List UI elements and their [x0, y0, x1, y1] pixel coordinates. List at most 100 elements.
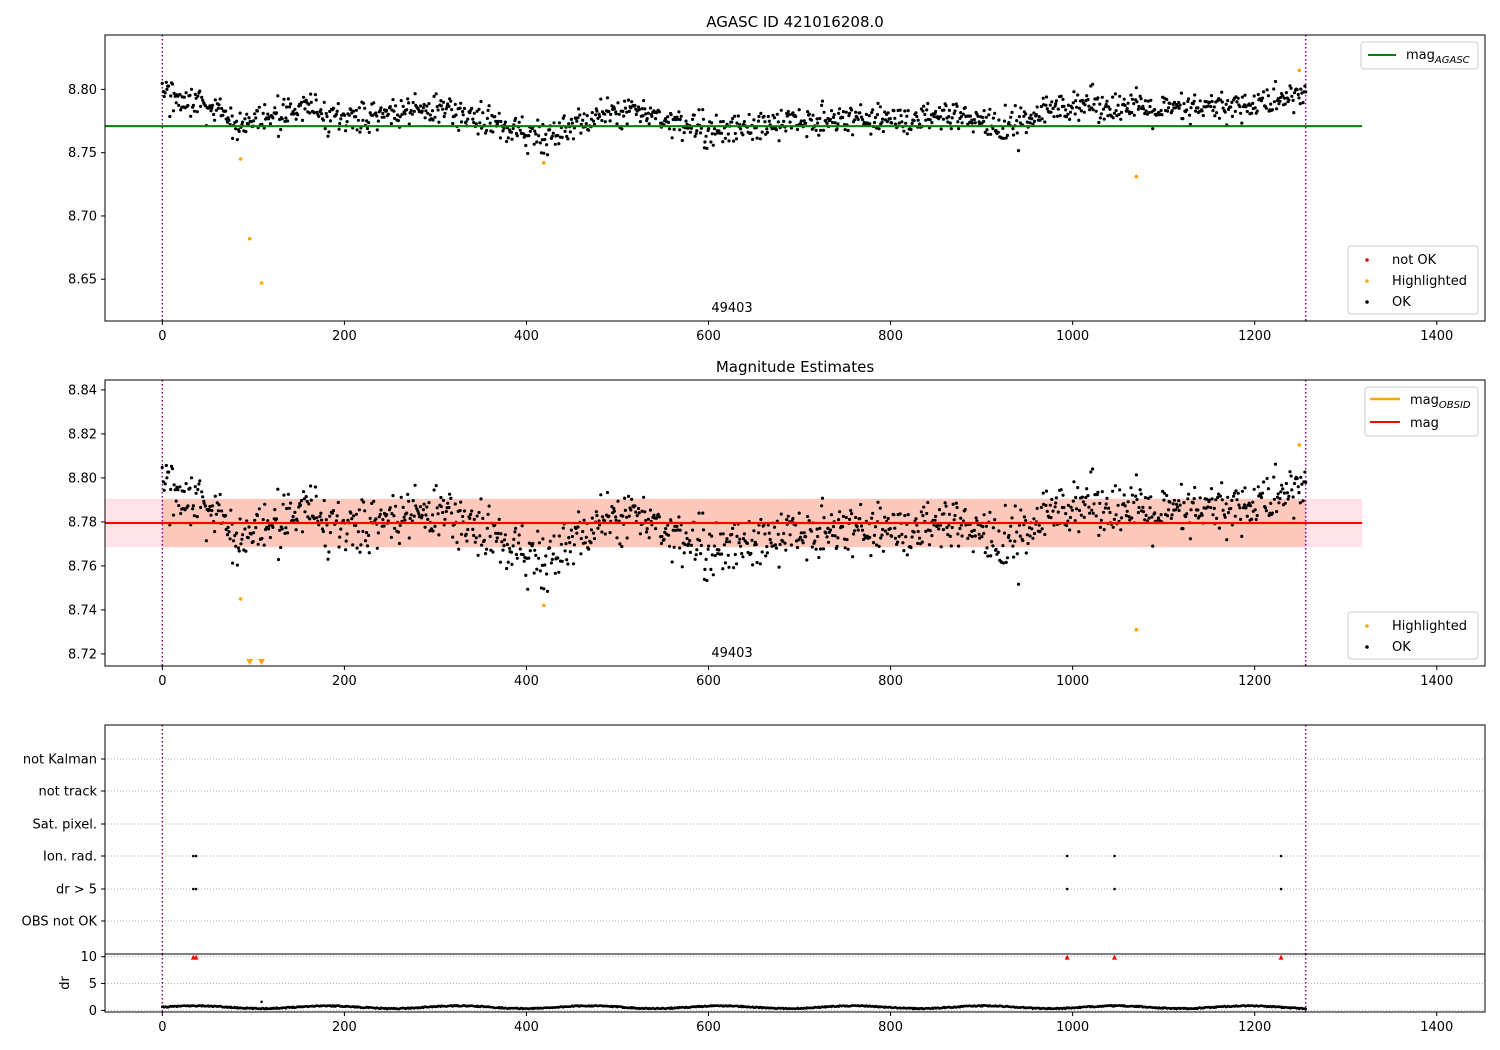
- p1-ok-point: [1039, 104, 1043, 109]
- p2-ok-point: [229, 508, 233, 512]
- p1-ok-point: [427, 102, 431, 106]
- p2-ok-point: [377, 515, 381, 519]
- p1-highlighted-point: [259, 281, 264, 285]
- p2-ok-point: [849, 508, 853, 513]
- p2-ok-point: [534, 553, 538, 558]
- p1-ok-point: [1289, 86, 1293, 90]
- p2-ok-point: [1240, 534, 1244, 539]
- p2-ok-point: [627, 514, 631, 518]
- p3-category-label: Ion. rad.: [43, 850, 97, 865]
- p2-ytick-label: 8.82: [68, 427, 97, 442]
- p1-ok-point: [817, 133, 821, 137]
- p2-ok-point: [1051, 509, 1055, 513]
- p1-ok-point: [458, 106, 462, 110]
- p2-ok-point: [807, 519, 811, 523]
- p2-ok-point: [432, 488, 436, 492]
- p2-ok-point: [354, 523, 358, 528]
- p1-ok-point: [425, 104, 429, 108]
- p1-ok-point: [451, 121, 455, 126]
- p2-ok-point: [819, 547, 823, 551]
- p1-ok-point: [986, 132, 990, 136]
- p2-ytick-label: 8.80: [68, 471, 97, 486]
- p1-xtick-label: 1200: [1238, 329, 1271, 344]
- p1-ok-point: [1010, 110, 1014, 114]
- p1-ok-point: [1085, 94, 1089, 98]
- p1-ok-point: [1265, 88, 1269, 92]
- p2-ok-point: [1146, 496, 1150, 500]
- p1-ok-point: [1262, 90, 1266, 94]
- p2-ok-point: [721, 532, 725, 536]
- p1-ok-point: [576, 116, 580, 120]
- p1-ok-point: [638, 120, 643, 124]
- panel-magnitude-legend-lower: Highlighted OK: [1347, 611, 1479, 660]
- p2-ok-point: [355, 546, 359, 550]
- p2-ok-point: [461, 514, 465, 519]
- p2-ok-point: [1290, 488, 1294, 492]
- p2-ok-point: [486, 512, 490, 517]
- p1-ok-point: [1256, 92, 1260, 97]
- p2-ok-point: [1264, 509, 1268, 513]
- p2-ok-point: [782, 531, 786, 536]
- p2-ok-point: [306, 515, 310, 519]
- p2-ok-point: [450, 511, 454, 515]
- p1-ok-point: [688, 130, 693, 134]
- p1-ok-point: [1236, 96, 1240, 100]
- p2-ok-point: [466, 527, 470, 532]
- p1-ok-point: [664, 117, 668, 121]
- p2-ok-point: [394, 504, 398, 508]
- p2-ok-point: [367, 551, 371, 555]
- p1-ok-point: [841, 115, 845, 120]
- p2-ok-point: [1237, 503, 1241, 507]
- p1-ok-point: [1213, 114, 1217, 118]
- p2-ok-point: [1031, 536, 1035, 540]
- p2-ok-point: [1251, 500, 1255, 504]
- p2-ok-point: [372, 499, 376, 503]
- p2-ok-point: [948, 534, 952, 539]
- p2-ok-point: [941, 528, 946, 532]
- p2-ok-point: [568, 541, 572, 545]
- p1-ok-point: [870, 111, 874, 115]
- p1-ok-point: [1035, 105, 1039, 109]
- p1-ok-point: [189, 114, 193, 118]
- p2-ok-point: [758, 562, 762, 566]
- p2-ok-point: [1172, 498, 1177, 502]
- p2-ok-point: [1096, 490, 1100, 494]
- p2-ok-point: [723, 561, 728, 565]
- p2-ok-point: [1107, 506, 1111, 510]
- p2-ok-point: [396, 530, 400, 534]
- p2-ok-point: [938, 523, 943, 527]
- p1-ok-point: [881, 117, 885, 121]
- p1-ok-point: [883, 110, 887, 114]
- p1-ok-point: [1299, 87, 1303, 91]
- p1-ok-point: [767, 119, 771, 123]
- p1-ok-point: [581, 118, 585, 122]
- p1-ok-point: [179, 108, 183, 112]
- p2-ok-point: [266, 519, 270, 523]
- p2-ok-point: [947, 523, 951, 527]
- p1-ok-point: [300, 118, 305, 122]
- p2-ok-point: [1169, 516, 1173, 521]
- p2-ok-point: [1099, 518, 1103, 523]
- p1-ok-point: [1001, 126, 1005, 130]
- p1-ok-point: [496, 119, 500, 123]
- p1-ok-point: [1148, 105, 1152, 109]
- p2-ok-point: [677, 515, 681, 519]
- p1-ok-point: [1177, 100, 1181, 105]
- p1-ok-point: [736, 114, 740, 118]
- p1-ok-point: [1037, 115, 1041, 119]
- p1-ok-point: [252, 119, 256, 123]
- p2-ok-point: [660, 534, 664, 539]
- p2-ok-point: [900, 532, 904, 537]
- p1-ok-point: [394, 104, 398, 108]
- p2-ok-point: [1245, 514, 1249, 518]
- p2-xtick-label: 200: [332, 674, 357, 689]
- p1-ok-point: [994, 129, 998, 133]
- p2-ok-point: [319, 511, 323, 515]
- p2-ok-point: [1209, 487, 1214, 491]
- p2-ok-point: [1207, 498, 1211, 502]
- p2-ok-point: [973, 534, 977, 538]
- p1-ok-point: [480, 126, 484, 130]
- p1-ok-point: [594, 113, 598, 117]
- p1-ok-point: [755, 136, 759, 140]
- p1-ok-point: [287, 105, 292, 109]
